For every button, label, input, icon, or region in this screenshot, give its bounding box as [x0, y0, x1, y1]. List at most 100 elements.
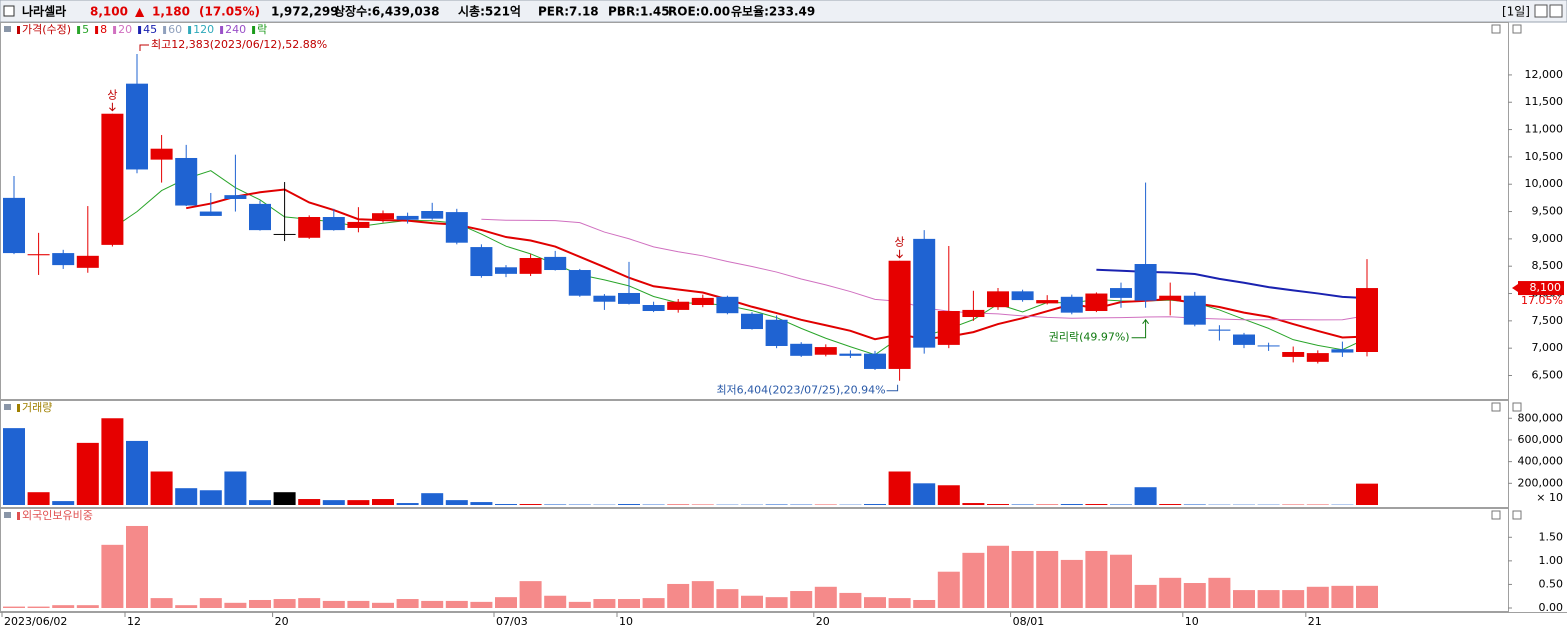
x-tick-label: 21 — [1308, 615, 1322, 628]
bar — [1183, 504, 1206, 505]
y-tick-label: 800,000 — [1518, 411, 1564, 424]
annotation: 권리락(49.97%) — [1049, 331, 1130, 344]
bar — [691, 581, 714, 608]
bar — [618, 504, 640, 505]
candle-body — [839, 353, 862, 356]
bar — [937, 571, 960, 608]
bar — [3, 606, 25, 608]
listed-shares: 상장수:6,439,038 — [334, 4, 439, 19]
candle-body — [1356, 288, 1378, 352]
bar — [1356, 483, 1378, 505]
y-tick-label: 400,000 — [1518, 455, 1564, 468]
bar — [913, 599, 936, 608]
candle-body — [741, 313, 763, 330]
bar — [814, 586, 837, 608]
bar — [372, 499, 394, 505]
candle-body — [544, 256, 567, 271]
bar — [150, 471, 173, 505]
bar — [1159, 504, 1182, 505]
legend-label: 240 — [225, 23, 246, 36]
bar — [150, 598, 173, 608]
bar — [76, 605, 99, 608]
annotation-arrow — [109, 102, 116, 112]
candle-body — [1306, 353, 1329, 362]
panel-button[interactable] — [1491, 510, 1501, 520]
candle-body — [1331, 349, 1354, 353]
bar — [1036, 550, 1059, 608]
candle-body — [495, 267, 517, 274]
bar — [322, 600, 345, 608]
bar — [249, 599, 271, 608]
panel-button[interactable] — [1512, 402, 1522, 412]
period-button[interactable]: [1일] — [1502, 5, 1530, 19]
legend-swatch — [95, 26, 99, 34]
panel-button[interactable] — [1512, 510, 1522, 520]
bar — [298, 499, 321, 505]
change: 1,180 — [152, 5, 190, 19]
bar — [52, 605, 75, 608]
volume: 1,972,299 — [271, 5, 339, 19]
restore-button[interactable] — [1534, 4, 1548, 18]
legend-swatch — [17, 404, 20, 412]
bar — [864, 504, 886, 505]
bar — [568, 601, 591, 608]
bar — [1134, 584, 1157, 608]
y-tick-label: 10,000 — [1525, 177, 1564, 190]
checkbox[interactable] — [3, 5, 15, 17]
bar — [1110, 554, 1132, 608]
bar — [888, 471, 911, 505]
close-button[interactable] — [1549, 4, 1563, 18]
bar — [519, 581, 542, 608]
bar — [224, 471, 247, 505]
candle-body — [150, 148, 173, 160]
candle-body — [322, 217, 345, 231]
bar — [1159, 577, 1182, 608]
x-tick-label: 12 — [127, 615, 141, 628]
bar — [199, 598, 222, 608]
candle-body — [568, 270, 591, 296]
annotation: 최고12,383(2023/06/12),52.88% — [151, 38, 327, 51]
panel-button[interactable] — [1512, 24, 1522, 34]
bar — [347, 500, 370, 505]
candle-body — [814, 347, 837, 355]
bar — [273, 599, 296, 608]
bar — [519, 504, 542, 505]
bar — [298, 598, 321, 608]
annotation-arrow — [896, 249, 903, 259]
bar — [1011, 550, 1034, 608]
candle-body — [298, 217, 321, 238]
bar — [1257, 590, 1280, 608]
current-price-pointer — [1512, 284, 1518, 293]
change-arrow: ▲ — [135, 5, 145, 19]
annotation-arrow — [139, 44, 149, 51]
y-tick-label: 12,000 — [1525, 68, 1564, 81]
bar — [421, 600, 444, 608]
panel-button[interactable] — [1491, 24, 1501, 34]
retention: 유보율:233.49 — [731, 5, 815, 19]
candle-body — [790, 343, 813, 356]
candle-body — [101, 113, 124, 245]
candle-body — [765, 319, 788, 346]
bar — [1085, 550, 1108, 608]
bar — [470, 601, 493, 608]
annotation-arrow — [1131, 318, 1149, 339]
candle-body — [667, 301, 690, 310]
bar — [1233, 590, 1255, 608]
candle-body — [1208, 329, 1231, 331]
panel-icon — [4, 26, 11, 32]
panel-button[interactable] — [1491, 402, 1501, 412]
y-tick-label: 8,500 — [1532, 259, 1564, 272]
annotation: 상 — [895, 236, 905, 249]
y-tick-label: 10,500 — [1525, 150, 1564, 163]
market-cap: 시총:521억 — [458, 4, 521, 19]
candle-body — [1233, 334, 1255, 345]
candle-body — [3, 197, 25, 254]
candle-body — [618, 292, 640, 304]
bar — [396, 503, 419, 505]
y-tick-label: 6,500 — [1532, 369, 1564, 382]
bar — [175, 488, 198, 505]
y-tick-label: 9,500 — [1532, 205, 1564, 218]
candle-body — [642, 305, 665, 312]
